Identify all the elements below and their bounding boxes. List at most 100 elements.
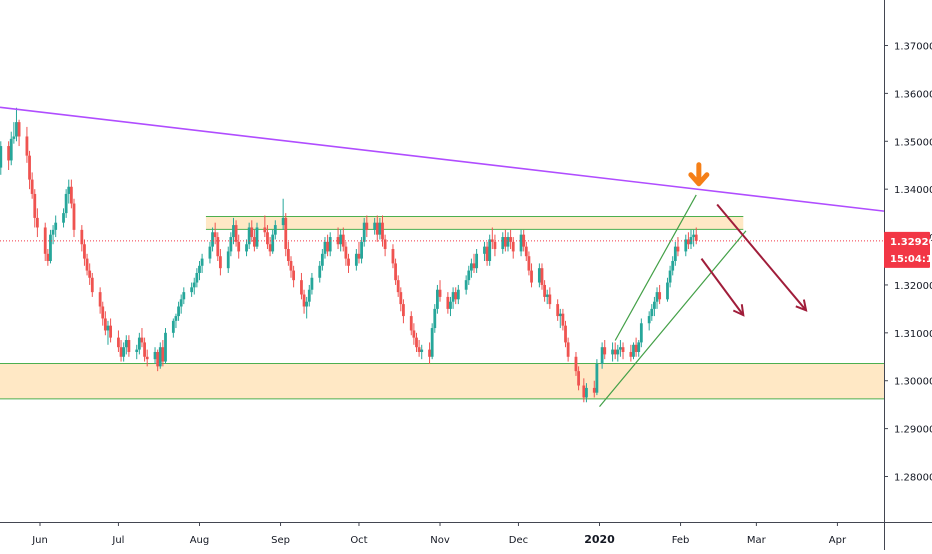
candle <box>140 328 144 348</box>
candle-body <box>232 225 235 238</box>
candle <box>506 232 510 252</box>
y-tick-label: 1.29000 <box>894 425 932 436</box>
candle-body <box>153 351 157 360</box>
candle <box>271 229 275 254</box>
candle <box>451 287 455 309</box>
candle-body <box>375 222 379 235</box>
candle <box>430 323 434 360</box>
candle <box>25 126 29 163</box>
candle-body <box>585 387 588 398</box>
candle <box>666 277 669 302</box>
candle-body <box>621 347 625 352</box>
candle <box>634 337 638 357</box>
candle <box>362 217 366 247</box>
candle <box>668 265 672 288</box>
candle <box>344 241 348 266</box>
candle <box>561 308 565 331</box>
candle-body <box>226 251 230 269</box>
candle-body <box>252 237 256 247</box>
candle-body <box>360 241 363 259</box>
candle <box>67 179 71 204</box>
candle-body <box>438 289 442 297</box>
candle-body <box>540 268 544 285</box>
candle <box>611 342 614 362</box>
candle <box>7 141 11 171</box>
candle <box>137 332 141 355</box>
candle-body <box>545 294 549 297</box>
channel-line-1[interactable] <box>614 194 697 341</box>
candle-body <box>90 277 94 293</box>
candle-body <box>124 340 128 348</box>
price-axis-bg[interactable] <box>884 0 932 550</box>
candle <box>252 229 256 252</box>
candle-body <box>658 292 662 300</box>
resistance-trendline[interactable] <box>0 106 885 212</box>
candle-body <box>9 138 13 161</box>
y-tick-label: 1.28000 <box>894 473 932 484</box>
candle <box>164 328 167 364</box>
candle-body <box>271 234 275 252</box>
candle <box>62 208 65 228</box>
candle <box>33 189 37 228</box>
candle <box>595 359 599 396</box>
candle-body <box>469 263 473 271</box>
forecast-arrow-shaft <box>716 203 807 311</box>
candle-body <box>506 237 510 247</box>
candle-body <box>430 328 434 357</box>
candle <box>381 215 384 247</box>
candle-body <box>378 222 382 235</box>
candle <box>192 277 196 295</box>
candle <box>177 301 180 321</box>
candle <box>686 232 690 250</box>
candle <box>122 342 126 362</box>
candle-body <box>456 289 460 300</box>
candle <box>64 189 68 218</box>
candle-body <box>603 347 607 355</box>
candle <box>558 308 562 329</box>
forecast-arrow-1[interactable] <box>700 258 745 317</box>
candle-body <box>564 325 567 343</box>
time-axis-bg[interactable] <box>0 522 932 550</box>
candle-body <box>556 304 560 317</box>
candle <box>101 301 105 326</box>
zones-layer <box>0 215 884 400</box>
resistance-zone <box>205 216 744 230</box>
channel-line-2[interactable] <box>599 230 747 407</box>
candle <box>375 215 379 242</box>
x-tick-label: Apr <box>829 535 847 546</box>
candle <box>232 217 235 245</box>
candle-body <box>302 294 306 307</box>
candle-body <box>12 136 16 139</box>
candle-body <box>577 371 580 386</box>
candle <box>292 265 296 288</box>
candle-body <box>281 217 285 226</box>
candle-body <box>179 299 183 307</box>
candle <box>456 284 460 305</box>
candle-body <box>613 349 617 355</box>
forecast-arrow-2[interactable] <box>716 203 808 312</box>
candle-body <box>15 122 18 137</box>
candle <box>692 229 696 247</box>
candle <box>585 383 588 403</box>
candle <box>198 261 201 281</box>
candle <box>255 222 259 250</box>
candle-body <box>493 241 497 250</box>
candle <box>619 340 622 357</box>
candle-body <box>119 347 123 357</box>
candle-body <box>686 239 690 245</box>
candle <box>537 263 541 288</box>
candle <box>454 287 458 305</box>
candle-body <box>164 332 167 362</box>
candle-body <box>127 340 131 352</box>
candle-body <box>561 313 565 326</box>
candle-body <box>88 270 92 278</box>
candle <box>396 275 400 297</box>
x-tick-label: Oct <box>350 535 367 546</box>
candle <box>83 239 86 266</box>
x-tick-label: Feb <box>672 535 690 546</box>
candle <box>161 340 165 367</box>
candle-body <box>451 292 455 302</box>
candle <box>501 232 505 254</box>
